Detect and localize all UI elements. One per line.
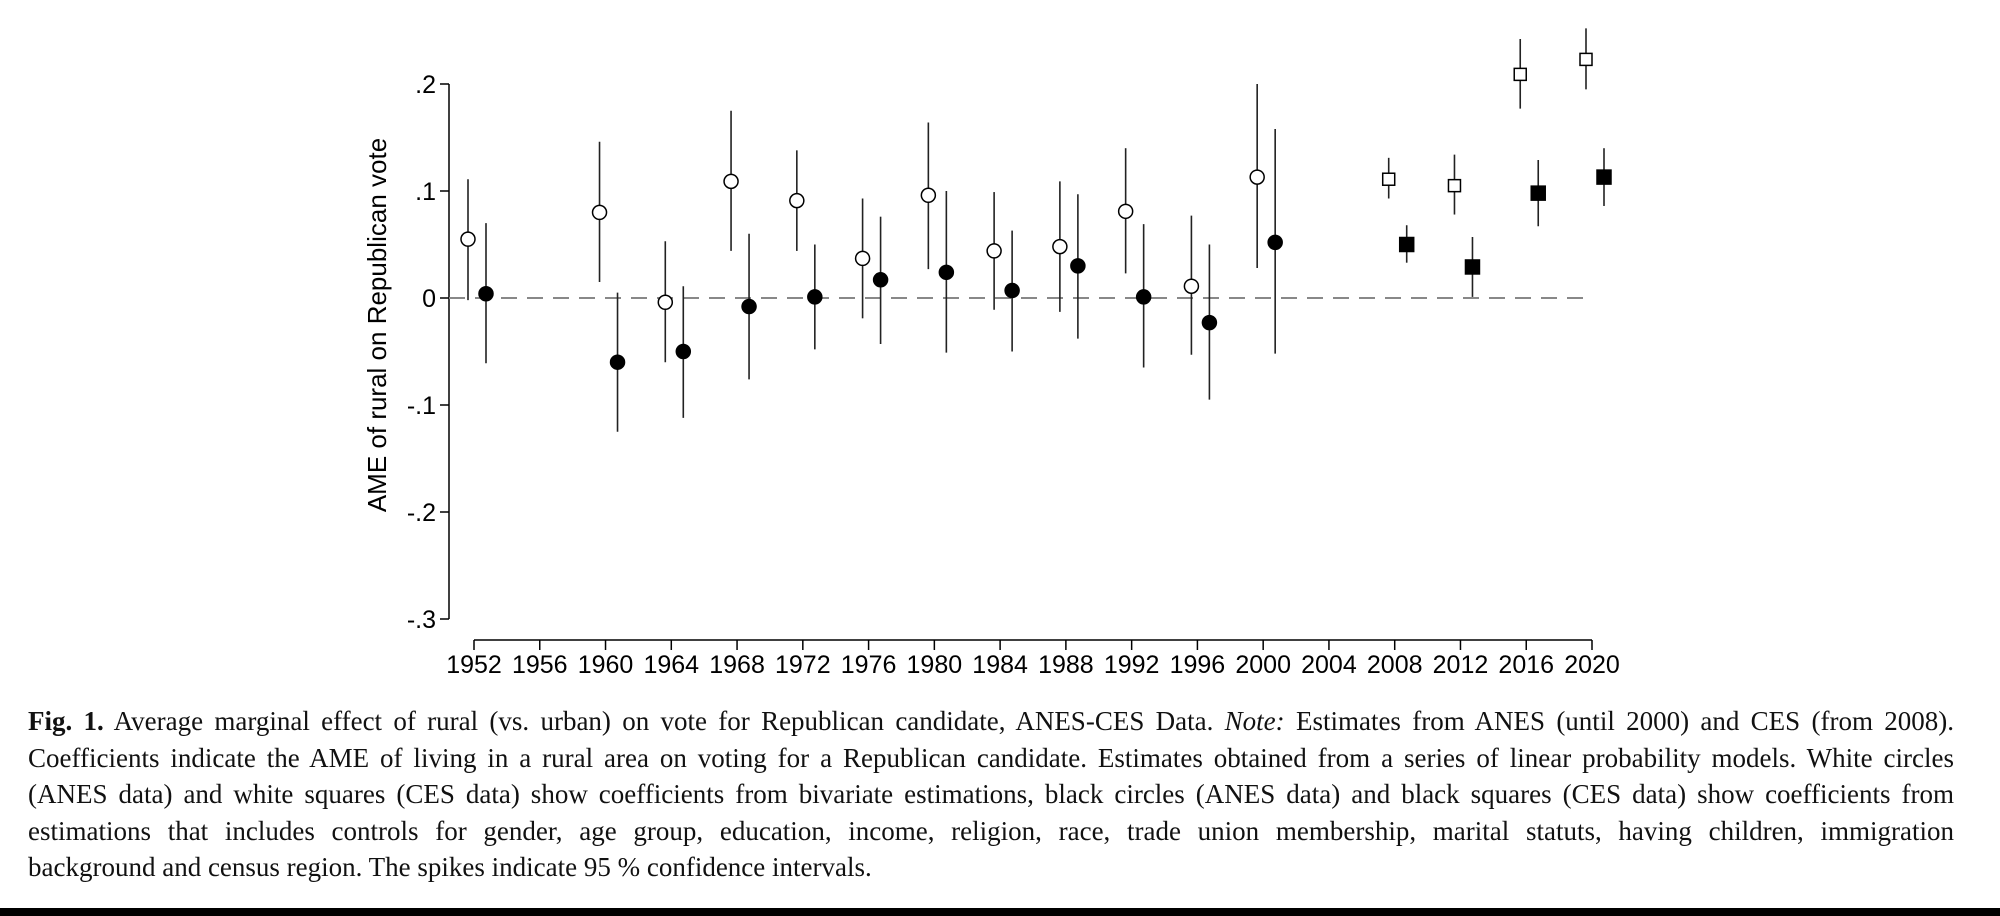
black-circle-point — [1201, 314, 1218, 331]
y-tick-label: -.1 — [407, 392, 436, 420]
black-circle-point — [807, 289, 823, 305]
black-square-point — [1398, 236, 1415, 253]
x-tick-label: 1972 — [775, 651, 831, 679]
caption-line: Coefficients indicate the AME of living … — [28, 742, 1954, 773]
black-circle-point — [675, 343, 692, 360]
x-tick-label: 1984 — [972, 651, 1028, 679]
x-tick-label: 1952 — [446, 651, 502, 679]
x-tick-label: 1988 — [1038, 651, 1094, 679]
y-tick-label: -.3 — [407, 606, 436, 634]
black-square-point — [1464, 259, 1481, 275]
x-tick-label: 1992 — [1104, 651, 1160, 679]
x-tick-label: 2000 — [1235, 651, 1291, 679]
caption-line: estimations that includes controls for g… — [28, 815, 1954, 846]
black-circle-point — [872, 272, 889, 288]
white-circle-point — [1249, 169, 1265, 185]
y-axis-title: AME of rural on Republican vote — [362, 138, 392, 512]
black-circle-point — [938, 264, 955, 281]
white-circle-point — [1052, 238, 1068, 255]
y-tick-label: .2 — [415, 71, 436, 99]
y-tick-label: .1 — [415, 178, 436, 206]
figure-label: Fig. 1. — [28, 706, 104, 736]
black-circle-point — [1070, 258, 1086, 274]
white-circle-point — [854, 250, 871, 267]
x-tick-label: 1996 — [1170, 651, 1226, 679]
x-tick-label: 1976 — [841, 651, 897, 679]
x-tick-label: 2004 — [1301, 651, 1357, 679]
caption-line: background and census region. The spikes… — [28, 852, 872, 882]
note-label: Note: — [1224, 706, 1285, 736]
white-circle-point — [723, 173, 739, 190]
black-circle-point — [609, 354, 626, 370]
white-circle-point — [1117, 203, 1134, 220]
black-circle-point — [741, 298, 757, 315]
x-tick-label: 1980 — [907, 651, 963, 679]
black-square-point — [1596, 169, 1612, 185]
black-square-point — [1530, 185, 1546, 201]
white-square-point — [1381, 172, 1396, 186]
white-circle-point — [460, 231, 476, 247]
y-tick-label: 0 — [422, 285, 436, 313]
white-circle-point — [657, 294, 674, 311]
white-circle-point — [591, 204, 608, 221]
white-square-point — [1513, 67, 1527, 82]
caption-text: Estimates from ANES (until 2000) and CES… — [1295, 706, 1955, 736]
x-tick-label: 1960 — [578, 651, 634, 679]
caption-text: Average marginal effect of rural (vs. ur… — [113, 706, 1214, 736]
white-circle-point — [1183, 278, 1200, 294]
x-tick-label: 2012 — [1433, 651, 1489, 679]
white-square-point — [1579, 52, 1593, 67]
black-circle-point — [1267, 234, 1283, 251]
figure-caption: Fig. 1. Average marginal effect of rural… — [28, 703, 1954, 886]
caption-line: (ANES data) and white squares (CES data)… — [28, 779, 1954, 809]
x-tick-label: 2016 — [1498, 651, 1554, 679]
coefficient-chart: .2 .1 0 -.1 -.2 -.3 1952 1956 1960 1964 1968 1972 19… — [362, 28, 1620, 679]
page-bottom-border — [0, 908, 2000, 916]
white-square-point — [1447, 178, 1462, 193]
caption-line: Fig. 1. Average marginal effect of rural… — [28, 703, 1954, 740]
black-circle-point — [1004, 282, 1020, 299]
x-tick-label: 1964 — [643, 651, 699, 679]
white-circle-point — [986, 243, 1002, 259]
x-tick-label: 1968 — [709, 651, 765, 679]
x-tick-label: 2020 — [1564, 651, 1620, 679]
x-tick-label: 2008 — [1367, 651, 1423, 679]
black-circle-point — [478, 285, 494, 302]
white-circle-point — [920, 187, 937, 204]
x-tick-label: 1956 — [512, 651, 568, 679]
white-circle-point — [789, 192, 805, 209]
black-circle-point — [1135, 289, 1152, 305]
y-tick-label: -.2 — [407, 499, 436, 527]
